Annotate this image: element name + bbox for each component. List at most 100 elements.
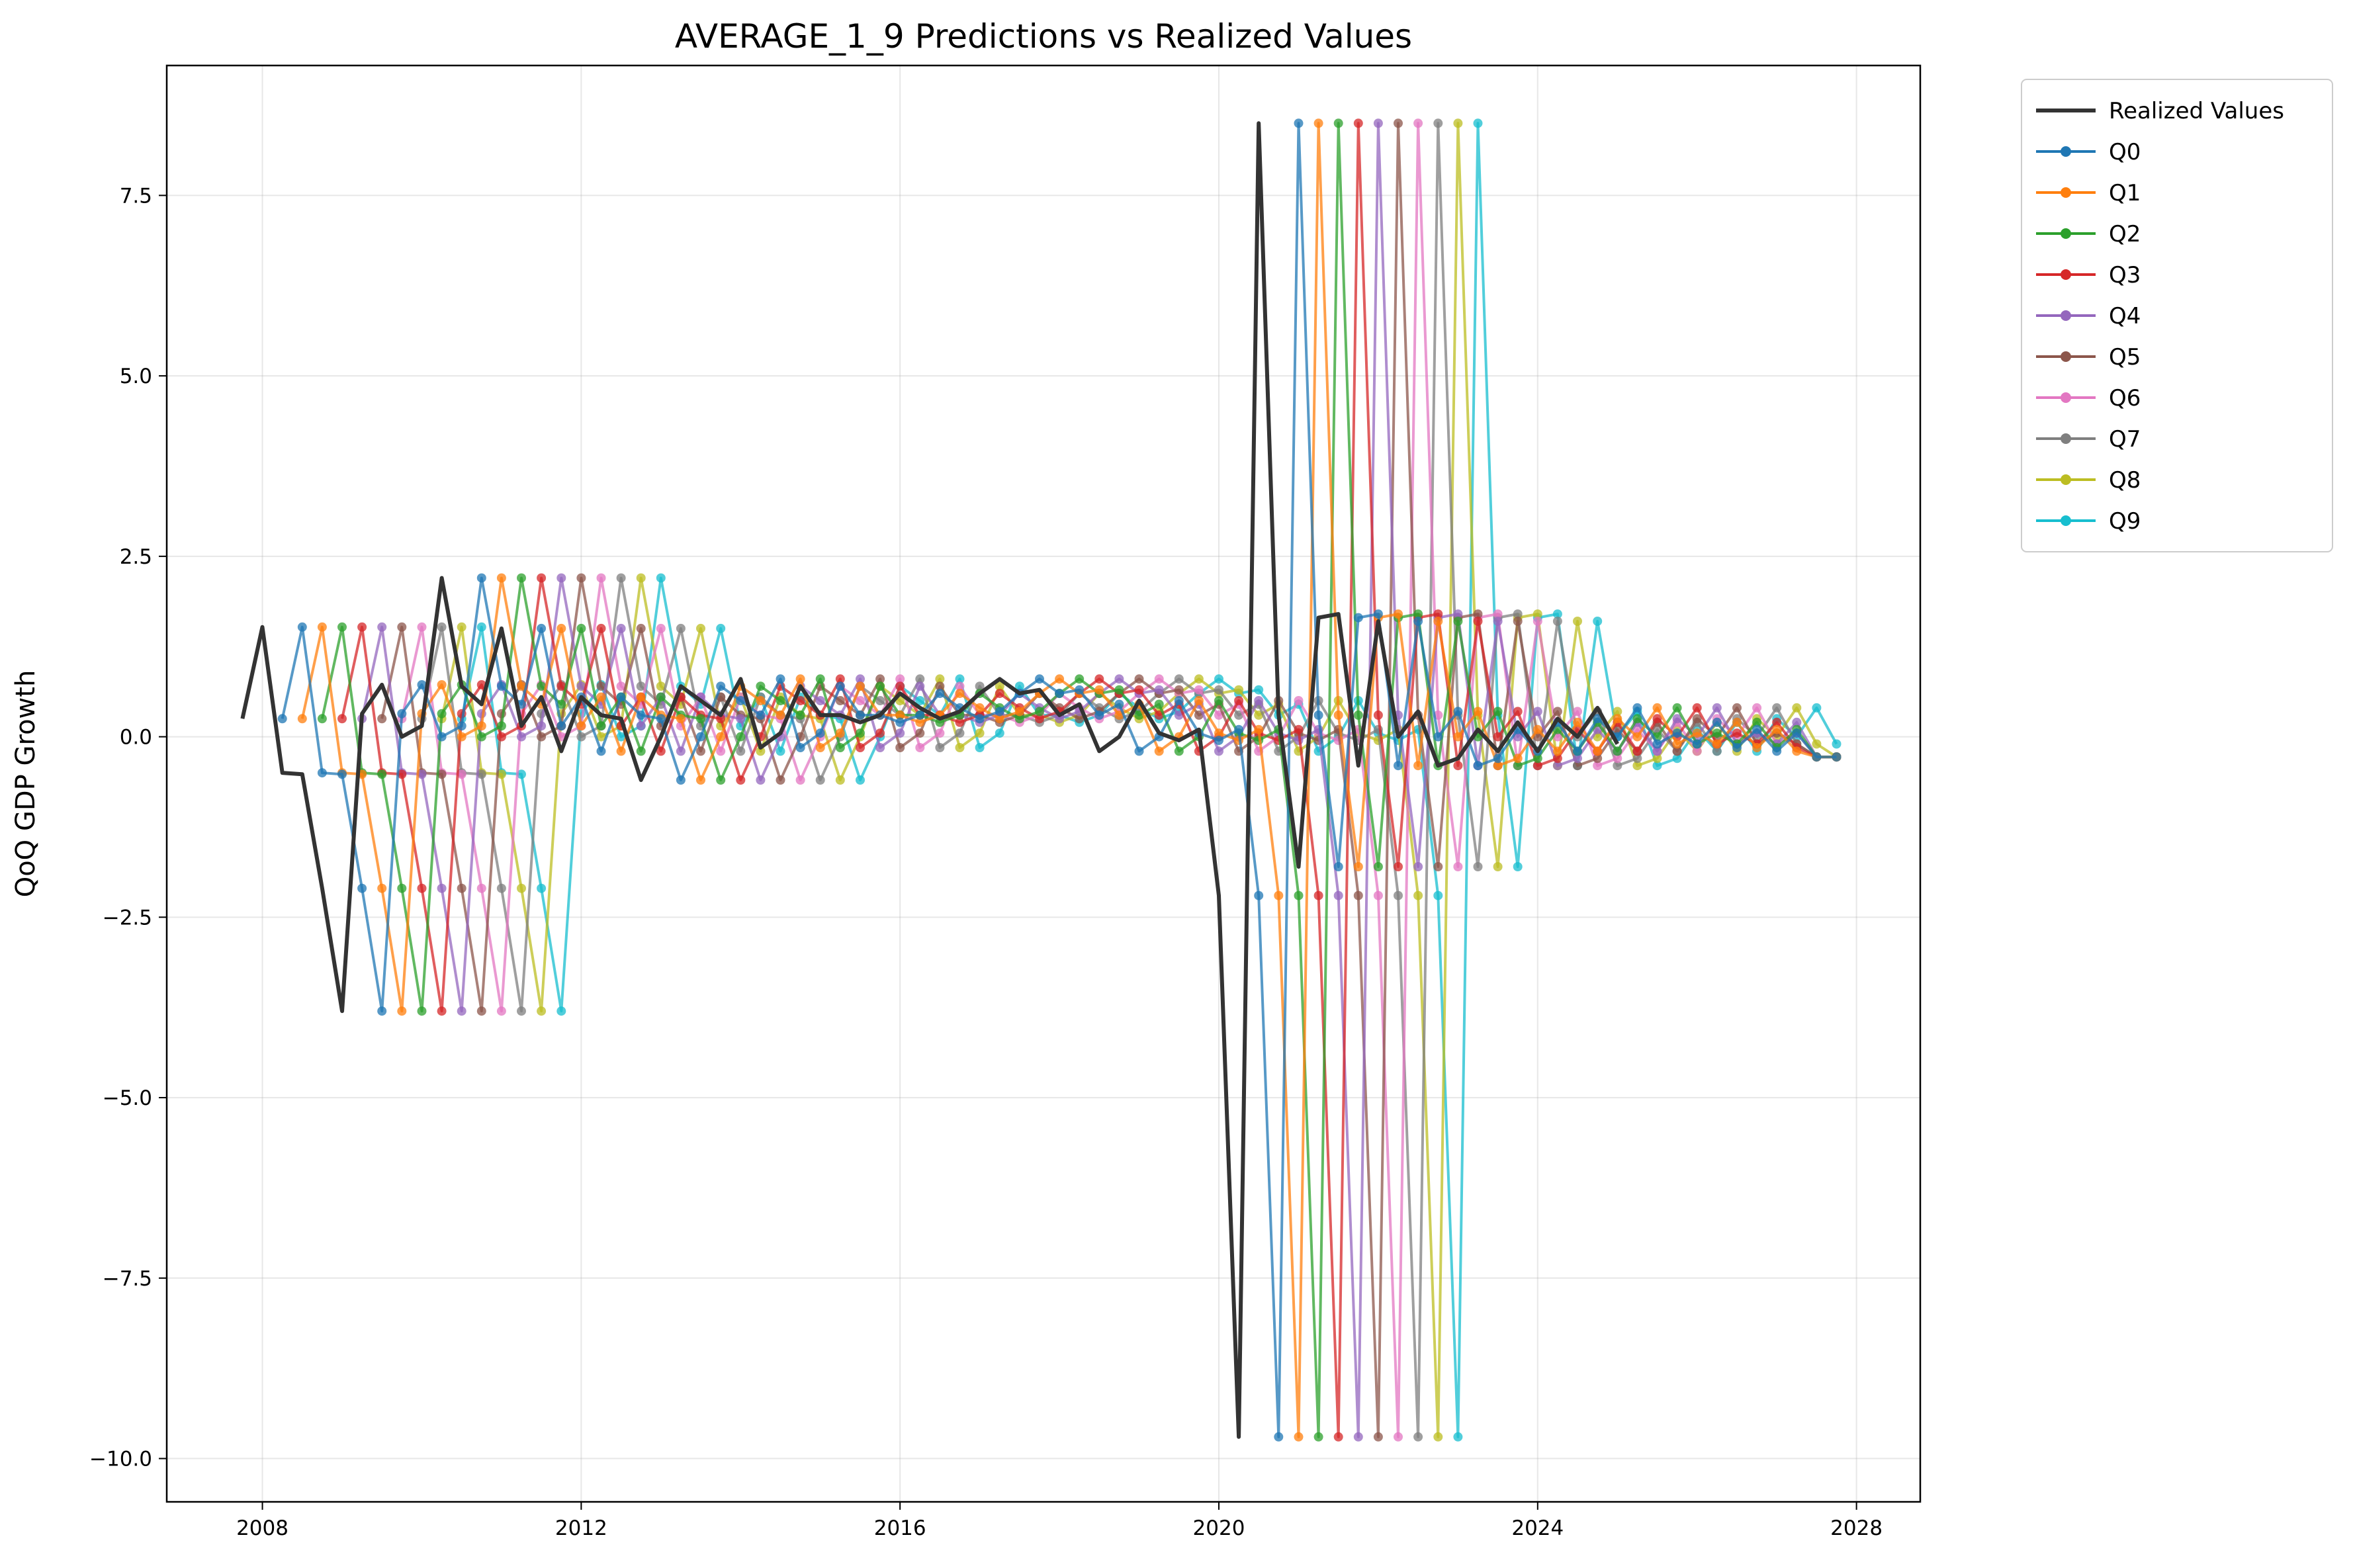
series-point-Q3 xyxy=(596,623,606,633)
series-point-Q8 xyxy=(995,681,1004,691)
series-point-Q0 xyxy=(1075,685,1085,695)
series-point-Q0 xyxy=(1832,752,1842,762)
series-point-Q0 xyxy=(856,710,865,720)
series-point-Q9 xyxy=(1254,685,1264,695)
series-point-Q3 xyxy=(476,680,486,689)
series-point-Q0 xyxy=(537,623,547,633)
series-point-Q6 xyxy=(1154,674,1164,684)
series-point-Q0 xyxy=(616,692,626,702)
series-point-Q3 xyxy=(795,696,805,705)
series-point-Q1 xyxy=(795,674,805,684)
series-point-Q4 xyxy=(1792,717,1802,727)
y-tick-label: 5.0 xyxy=(120,365,152,388)
series-point-Q8 xyxy=(1792,703,1802,713)
series-point-Q1 xyxy=(955,689,965,699)
series-point-Q0 xyxy=(1174,696,1184,705)
series-point-Q5 xyxy=(397,622,407,632)
series-point-Q1 xyxy=(1792,746,1802,756)
series-point-Q2 xyxy=(716,775,726,785)
legend-label: Q2 xyxy=(2109,221,2141,247)
series-point-Q5 xyxy=(835,696,845,705)
series-point-Q0 xyxy=(676,775,686,785)
series-point-Q4 xyxy=(1333,891,1343,900)
series-point-Q2 xyxy=(795,710,805,720)
series-point-Q0 xyxy=(1593,714,1603,724)
series-point-Q5 xyxy=(1373,1432,1383,1442)
series-point-Q7 xyxy=(736,746,746,756)
series-point-Q4 xyxy=(457,1006,466,1016)
series-point-Q8 xyxy=(517,883,526,893)
series-point-Q1 xyxy=(496,573,506,583)
series-point-Q3 xyxy=(1333,1432,1343,1442)
series-point-Q9 xyxy=(1014,681,1024,691)
series-point-Q4 xyxy=(437,883,447,893)
series-point-Q4 xyxy=(676,746,686,756)
series-point-Q4 xyxy=(1712,703,1722,713)
series-point-Q4 xyxy=(1114,674,1124,684)
series-point-Q3 xyxy=(1234,696,1244,705)
series-point-Q7 xyxy=(437,622,447,632)
series-point-Q0 xyxy=(337,769,347,779)
series-point-Q6 xyxy=(596,573,606,583)
legend-marker xyxy=(2061,474,2071,485)
series-point-Q9 xyxy=(776,746,785,756)
series-point-Q9 xyxy=(1812,703,1822,713)
series-point-Q6 xyxy=(457,769,466,779)
series-point-Q2 xyxy=(1114,685,1124,695)
series-point-Q2 xyxy=(1613,746,1622,756)
series-point-Q3 xyxy=(1732,728,1742,738)
series-point-Q0 xyxy=(1812,752,1822,762)
series-point-Q9 xyxy=(716,623,726,633)
series-point-Q0 xyxy=(496,681,506,691)
series-point-Q1 xyxy=(975,703,985,713)
series-point-Q3 xyxy=(1552,754,1562,763)
axes: 2008 2012 2016 2020 2024 2028 7.5 5.0 2.5 0.0 −2.5… xyxy=(89,184,1883,1540)
series-point-Q8 xyxy=(756,746,766,756)
series-point-Q1 xyxy=(776,710,785,720)
series-point-Q9 xyxy=(975,743,985,752)
series-point-Q0 xyxy=(975,714,985,724)
series-point-Q5 xyxy=(935,681,945,691)
series-point-Q0 xyxy=(1254,891,1264,900)
series-point-Q4 xyxy=(1672,714,1682,724)
y-tick-label: −5.0 xyxy=(103,1086,152,1110)
chart-title: AVERAGE_1_9 Predictions vs Realized Valu… xyxy=(675,17,1412,56)
series-point-Q1 xyxy=(457,732,466,742)
series-point-Q7 xyxy=(975,681,985,691)
series-point-Q1 xyxy=(1632,732,1642,742)
series-point-Q6 xyxy=(496,1006,506,1016)
series-point-Q0 xyxy=(716,681,726,691)
series-point-Q1 xyxy=(1772,724,1782,734)
series-point-Q1 xyxy=(1473,707,1483,717)
series-point-Q7 xyxy=(616,573,626,583)
series-point-Q8 xyxy=(1613,707,1622,717)
legend-label: Q6 xyxy=(2109,385,2141,412)
series-point-Q6 xyxy=(1373,891,1383,900)
series-point-Q0 xyxy=(417,680,427,689)
series-point-Q2 xyxy=(1413,609,1423,619)
series-point-Q0 xyxy=(1294,118,1304,128)
series-point-Q6 xyxy=(935,728,945,738)
series-point-Q3 xyxy=(1094,674,1104,684)
series-point-Q6 xyxy=(1573,707,1582,717)
series-point-Q3 xyxy=(437,1006,447,1016)
series-point-Q1 xyxy=(1413,761,1423,771)
series-point-Q4 xyxy=(556,573,566,583)
series-point-Q0 xyxy=(1313,710,1323,720)
realized-values-line xyxy=(240,121,1619,1439)
series-point-Q1 xyxy=(856,681,865,691)
series-point-Q6 xyxy=(616,681,626,691)
series-point-Q7 xyxy=(815,775,825,785)
series-point-Q4 xyxy=(1532,707,1542,717)
series-point-Q3 xyxy=(736,775,746,785)
series-point-Q2 xyxy=(1373,862,1383,871)
series-point-Q3 xyxy=(556,681,566,691)
legend-label: Q9 xyxy=(2109,508,2141,535)
series-point-Q8 xyxy=(1573,617,1582,626)
series-point-Q1 xyxy=(476,721,486,731)
y-tick-label: 2.5 xyxy=(120,545,152,569)
series-point-Q3 xyxy=(1632,746,1642,756)
series-point-Q1 xyxy=(915,717,925,727)
series-point-Q3 xyxy=(1513,707,1523,717)
series-point-Q9 xyxy=(476,622,486,632)
